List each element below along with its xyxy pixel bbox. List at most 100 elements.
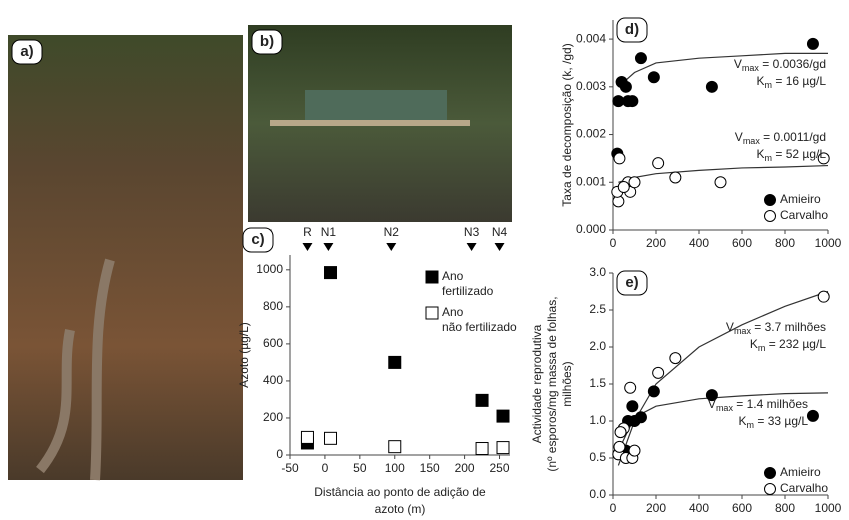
y-axis-label: (nº esporos/mg massa de folhas, xyxy=(545,296,559,471)
panel-label: a) xyxy=(20,43,33,60)
marker xyxy=(628,176,641,189)
legend-label: Ano não fertilizado xyxy=(442,305,517,334)
marker xyxy=(388,355,402,369)
marker xyxy=(705,389,718,402)
x-tick-label: 600 xyxy=(732,501,752,515)
panel-label: e) xyxy=(625,274,638,291)
x-tick-label: 800 xyxy=(775,236,795,250)
legend-label: Amieiro xyxy=(780,465,821,479)
site-marker xyxy=(466,243,477,251)
marker xyxy=(669,352,682,365)
annotation-part: = 3.7 milhões xyxy=(751,320,826,334)
y-tick-label: 1.5 xyxy=(589,376,606,390)
x-tick-label: 100 xyxy=(385,461,405,475)
legend-marker xyxy=(425,306,439,320)
panel-label-box xyxy=(242,227,274,253)
marker xyxy=(475,393,489,407)
panel-label-a: a) xyxy=(11,39,43,65)
annotation-part: V xyxy=(734,57,742,71)
site-marker xyxy=(494,243,505,251)
site-marker xyxy=(323,243,334,251)
panel-label-b: b) xyxy=(251,29,283,55)
site-label: R xyxy=(303,225,312,239)
annotation-part: max xyxy=(742,63,760,73)
legend-marker xyxy=(764,467,776,479)
x-tick-label: 50 xyxy=(353,461,367,475)
fit-line xyxy=(617,290,829,466)
marker xyxy=(496,409,510,423)
x-tick-label: 0 xyxy=(610,236,617,250)
annotation: Vmax = 3.7 milhões xyxy=(726,320,826,336)
legend-label: Carvalho xyxy=(780,208,828,222)
x-tick-label: 0 xyxy=(322,461,329,475)
annotation: Km = 232 µg/L xyxy=(750,337,826,353)
marker xyxy=(617,181,630,194)
y-axis-label: Taxa de decomposição (k, /gd) xyxy=(560,43,574,206)
annotation-part: max xyxy=(734,326,752,336)
x-tick-label: 600 xyxy=(732,236,752,250)
marker xyxy=(806,409,819,422)
marker xyxy=(613,152,626,165)
y-tick-label: 800 xyxy=(263,299,283,313)
marker xyxy=(647,71,660,84)
annotation: Vmax = 1.4 milhões xyxy=(708,397,808,413)
marker xyxy=(324,266,338,280)
x-axis-label: Distância ao ponto de adição de xyxy=(314,485,486,499)
marker xyxy=(634,411,647,424)
legend-marker xyxy=(764,194,776,206)
photo-crate xyxy=(305,90,375,120)
y-tick-label: 0.5 xyxy=(589,450,606,464)
panel-label: d) xyxy=(625,21,639,38)
annotation: Km = 16 µg/L xyxy=(757,74,827,90)
marker xyxy=(634,52,647,65)
annotation-part: m xyxy=(765,80,773,90)
panel-label: e) xyxy=(616,270,648,296)
x-tick-label: 800 xyxy=(775,501,795,515)
y-tick-label: 200 xyxy=(263,410,283,424)
x-tick-label: -50 xyxy=(281,461,299,475)
y-tick-label: 2.5 xyxy=(589,302,606,316)
annotation-part: = 232 µg/L xyxy=(765,337,826,351)
annotation-part: K xyxy=(739,414,747,428)
annotation-part: = 0.0011/gd xyxy=(760,130,826,144)
y-tick-label: 0 xyxy=(276,447,283,461)
site-label: N3 xyxy=(464,225,480,239)
marker xyxy=(817,152,830,165)
photo-plank xyxy=(270,120,470,126)
marker xyxy=(705,80,718,93)
panel-label: d) xyxy=(616,17,648,43)
panel-label-box xyxy=(616,270,648,296)
legend-label: Amieiro xyxy=(780,192,821,206)
site-label: N1 xyxy=(321,225,337,239)
marker xyxy=(324,431,338,445)
photo-branch xyxy=(36,258,115,481)
marker xyxy=(613,440,626,453)
legend-label: Carvalho xyxy=(780,481,828,495)
annotation: Vmax = 0.0011/gd xyxy=(735,130,826,146)
marker xyxy=(614,426,627,439)
annotation-part: = 1.4 milhões xyxy=(733,397,808,411)
marker xyxy=(388,440,402,454)
panel-label: c) xyxy=(242,227,274,253)
marker xyxy=(624,381,637,394)
annotation-part: = 0.0036/gd xyxy=(759,57,826,71)
x-tick-label: 150 xyxy=(420,461,440,475)
annotation-part: m xyxy=(765,153,773,163)
y-tick-label: 0.003 xyxy=(576,79,606,93)
fit-line xyxy=(617,52,828,88)
x-tick-label: 200 xyxy=(455,461,475,475)
x-tick-label: 250 xyxy=(490,461,510,475)
photo-a xyxy=(8,35,243,480)
annotation-part: K xyxy=(757,147,765,161)
marker xyxy=(619,80,632,93)
y-tick-label: 1000 xyxy=(256,262,283,276)
x-tick-label: 400 xyxy=(689,236,709,250)
y-tick-label: 600 xyxy=(263,336,283,350)
annotation-part: V xyxy=(735,130,743,144)
legend-label: Ano fertilizado xyxy=(442,269,494,298)
site-marker xyxy=(302,243,313,251)
annotation-part: = 52 µg/L xyxy=(772,147,826,161)
marker xyxy=(817,290,830,303)
site-label: N4 xyxy=(492,225,508,239)
